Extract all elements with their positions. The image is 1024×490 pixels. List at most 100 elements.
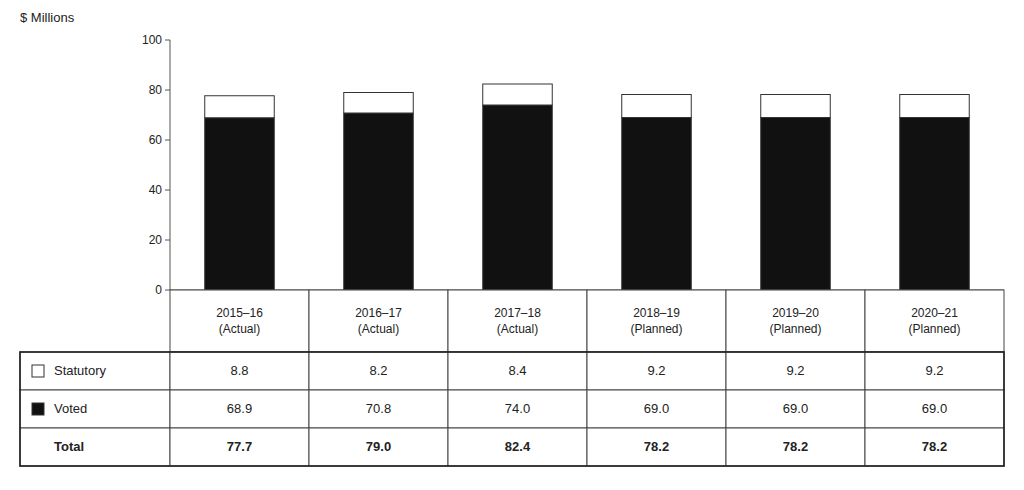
table-cell: [726, 352, 865, 390]
category-label-line: (Actual): [219, 322, 260, 336]
data-label: 70.8: [366, 401, 391, 416]
data-label: 9.2: [925, 363, 943, 378]
y-tick: [165, 240, 170, 241]
data-label: 69.0: [783, 401, 808, 416]
bar: [622, 95, 692, 118]
y-tick: [165, 40, 170, 41]
chart-container: $ Millions0204060801002015–16(Actual)201…: [0, 0, 1024, 490]
table-header-cell: [726, 290, 865, 352]
chart-svg: $ Millions0204060801002015–16(Actual)201…: [0, 0, 1024, 490]
legend-swatch: [32, 403, 44, 415]
row-label: Statutory: [54, 363, 107, 378]
table-header-cell: [587, 290, 726, 352]
table-label-cell: [20, 352, 170, 390]
y-tick: [165, 140, 170, 141]
category-label: 2019–20 (Planned): [769, 306, 821, 336]
data-label: 78.2: [783, 439, 808, 454]
table-cell: [448, 428, 587, 466]
data-label: 9.2: [786, 363, 804, 378]
table-cell: [309, 428, 448, 466]
data-label: 9.2: [647, 363, 665, 378]
category-label: 2017–18 (Actual): [494, 306, 541, 336]
data-label: 69.0: [644, 401, 669, 416]
bars: [205, 84, 970, 290]
data-label: 82.4: [505, 439, 531, 454]
table-cell: [309, 390, 448, 428]
bar: [622, 118, 692, 291]
category-label-line: (Actual): [358, 322, 399, 336]
y-axis-line: [170, 40, 171, 290]
y-axis-label: $ Millions: [20, 10, 75, 25]
bar: [344, 93, 414, 114]
bar: [900, 95, 970, 118]
page: {"chart_data": {"type": "bar", "stacked"…: [0, 0, 1024, 490]
table-cell: [865, 390, 1004, 428]
category-label-line: 2019–20: [772, 306, 819, 320]
table-label-cell: [20, 428, 170, 466]
table-cell: [448, 352, 587, 390]
data-label: 8.8: [230, 363, 248, 378]
data-label: 8.4: [508, 363, 526, 378]
table-header-cell: [170, 290, 309, 352]
y-tick-label: 80: [149, 83, 163, 97]
y-tick: [165, 190, 170, 191]
y-tick-label: 40: [149, 183, 163, 197]
category-label: 2018–19 (Planned): [630, 306, 682, 336]
y-tick-label: 60: [149, 133, 163, 147]
table-cell: [587, 428, 726, 466]
category-label-line: 2015–16: [216, 306, 263, 320]
table-cell: [865, 428, 1004, 466]
table-header-cell: [448, 290, 587, 352]
table-cell: [726, 390, 865, 428]
category-label-line: (Planned): [769, 322, 821, 336]
category-label: 2016–17 (Actual): [355, 306, 402, 336]
category-label-line: 2016–17: [355, 306, 402, 320]
bar: [761, 95, 831, 118]
data-label: 78.2: [644, 439, 669, 454]
y-tick: [165, 90, 170, 91]
bar: [900, 118, 970, 291]
table-cell: [865, 352, 1004, 390]
category-label-line: 2017–18: [494, 306, 541, 320]
row-label: Voted: [54, 401, 87, 416]
category-label-line: (Planned): [908, 322, 960, 336]
legend-swatch: [32, 365, 44, 377]
table-label-cell: [20, 390, 170, 428]
table-cell: [170, 390, 309, 428]
data-label: 8.2: [369, 363, 387, 378]
bar: [761, 118, 831, 291]
data-label: 68.9: [227, 401, 252, 416]
table-cell: [726, 428, 865, 466]
bar: [483, 105, 553, 290]
y-tick-label: 100: [142, 33, 162, 47]
row-label: Total: [54, 439, 84, 454]
y-tick-label: 0: [155, 283, 162, 297]
y-tick-label: 20: [149, 233, 163, 247]
table-border: [20, 352, 1004, 466]
table-cell: [587, 352, 726, 390]
data-label: 77.7: [227, 439, 252, 454]
y-axis: 0 20 40 60 80 100: [142, 33, 170, 297]
bar: [205, 118, 275, 290]
data-label: 69.0: [922, 401, 947, 416]
table-header-cell: [865, 290, 1004, 352]
category-label-line: 2020–21: [911, 306, 958, 320]
y-tick: [165, 290, 170, 291]
category-label-line: (Actual): [497, 322, 538, 336]
data-label: 78.2: [922, 439, 947, 454]
table-cell: [309, 352, 448, 390]
table-cell: [587, 390, 726, 428]
bar: [483, 84, 553, 105]
table-header-cell: [309, 290, 448, 352]
data-label: 79.0: [366, 439, 391, 454]
table-cell: [448, 390, 587, 428]
category-label-line: (Planned): [630, 322, 682, 336]
table-cell: [170, 428, 309, 466]
category-label-line: 2018–19: [633, 306, 680, 320]
bar: [344, 113, 414, 290]
category-label: 2020–21 (Planned): [908, 306, 960, 336]
category-label: 2015–16 (Actual): [216, 306, 263, 336]
table: 2015–16 (Actual) 2016–17 (Actual) 2017–18 (Ac…: [20, 290, 1004, 466]
bar: [205, 96, 275, 118]
data-label: 74.0: [505, 401, 530, 416]
